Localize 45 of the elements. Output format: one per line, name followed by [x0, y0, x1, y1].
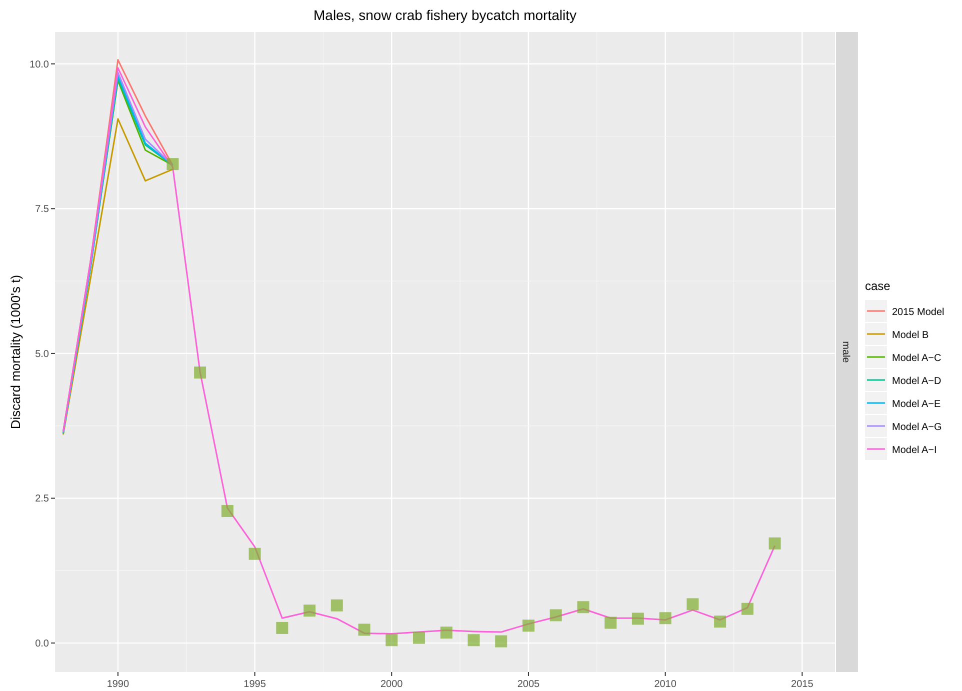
legend-title: case [865, 279, 891, 293]
point [304, 604, 316, 617]
x-tick-label: 2010 [654, 679, 677, 690]
point [440, 626, 452, 639]
point [741, 602, 754, 615]
point [495, 635, 508, 648]
legend-label: Model A−D [892, 376, 942, 387]
y-axis-title: Discard mortality (1000's t) [8, 274, 23, 430]
legend-label: Model A−I [892, 445, 937, 456]
point [330, 599, 343, 612]
point [522, 620, 534, 632]
x-tick-label: 2015 [791, 679, 814, 690]
x-tick-label: 2005 [517, 679, 540, 690]
legend-label: Model A−G [892, 422, 942, 433]
x-tick-label: 2000 [380, 679, 404, 690]
y-tick-label: 10.0 [30, 59, 50, 70]
legend-label: Model B [892, 330, 930, 341]
point [768, 537, 781, 550]
point [221, 504, 234, 517]
point [714, 616, 726, 628]
point [166, 158, 179, 170]
point [632, 612, 644, 625]
point [550, 609, 562, 622]
y-tick-label: 7.5 [35, 204, 50, 216]
legend-label: 2015 Model [892, 307, 944, 318]
point [413, 632, 425, 644]
point [194, 366, 206, 379]
chart-title: Males, snow crab fishery bycatch mortality [314, 7, 576, 23]
point [659, 612, 672, 624]
point [276, 622, 288, 634]
y-tick-label: 2.5 [35, 494, 50, 505]
y-tick-label: 0.0 [35, 638, 50, 650]
point [577, 601, 590, 614]
x-tick-label: 1995 [244, 679, 266, 690]
text: male [840, 341, 851, 364]
point [686, 598, 699, 610]
y-tick-label: 5.0 [35, 348, 50, 360]
legend-label: Model A−C [892, 353, 942, 364]
point [248, 548, 261, 560]
point [386, 634, 398, 646]
legend-label: Model A−E [892, 399, 941, 410]
point [468, 634, 480, 646]
point [604, 616, 617, 629]
point [358, 624, 370, 636]
x-tick-label: 1990 [106, 679, 130, 690]
